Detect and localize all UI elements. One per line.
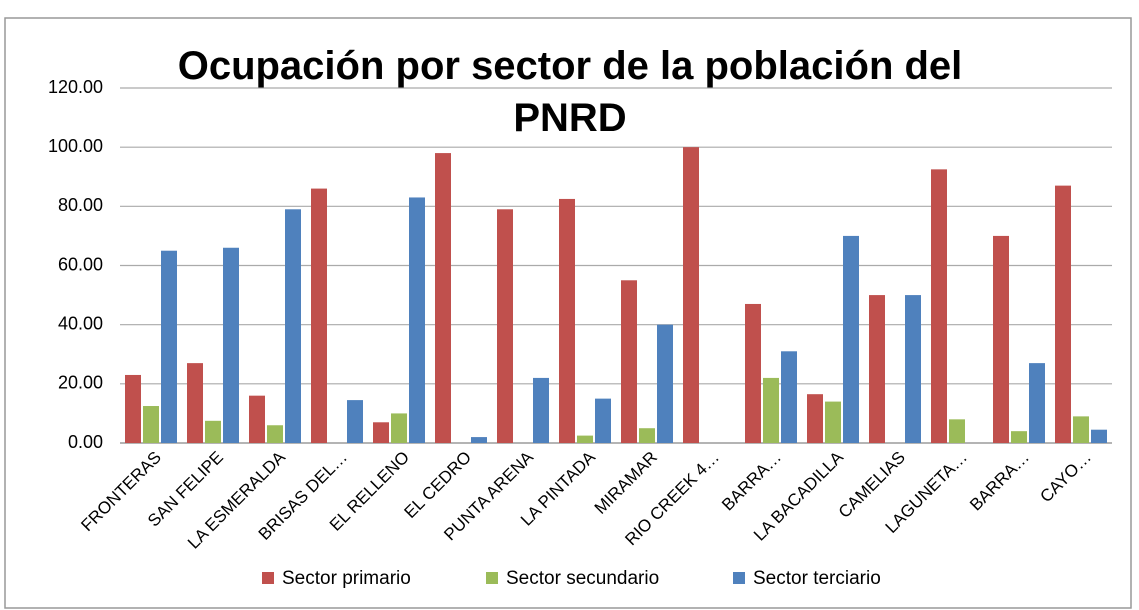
legend-label: Sector terciario: [753, 568, 881, 589]
bar: [347, 400, 363, 443]
bar: [949, 419, 965, 443]
bar: [533, 377, 549, 443]
bar: [931, 169, 947, 443]
y-tick-label: 20.00: [58, 373, 103, 393]
legend-label: Sector secundario: [506, 568, 659, 589]
bar: [763, 377, 779, 443]
bar: [745, 303, 761, 443]
bar: [249, 395, 265, 443]
bar: [905, 295, 921, 443]
bar: [267, 425, 283, 443]
bar: [639, 428, 655, 443]
y-tick-label: 40.00: [58, 313, 103, 333]
bar: [435, 153, 451, 444]
legend-swatch: [262, 572, 274, 584]
bar: [391, 413, 407, 443]
bar: [993, 235, 1009, 443]
chart-title: Ocupación por sector de la población del…: [177, 44, 963, 140]
bar: [373, 422, 389, 443]
bar: [205, 420, 221, 443]
bar: [807, 394, 823, 443]
bar: [143, 406, 159, 443]
y-tick-label: 0.00: [68, 432, 103, 452]
bar: [125, 374, 141, 443]
x-tick-label: BARRA…: [966, 448, 1033, 515]
bar: [161, 250, 177, 443]
bar: [781, 351, 797, 443]
bar: [657, 324, 673, 443]
legend-swatch: [733, 572, 745, 584]
bar: [683, 147, 699, 443]
y-tick-label: 100.00: [48, 136, 103, 156]
bar: [409, 197, 425, 443]
bar: [825, 401, 841, 443]
bar: [843, 235, 859, 443]
y-tick-label: 60.00: [58, 254, 103, 274]
bar: [497, 209, 513, 443]
bar: [311, 188, 327, 443]
bar: [1073, 416, 1089, 443]
bar: [621, 280, 637, 443]
bar: [577, 435, 593, 443]
bar: [559, 198, 575, 443]
legend-label: Sector primario: [282, 568, 411, 589]
chart-frame: [4, 17, 1132, 609]
bar: [285, 209, 301, 443]
legend-swatch: [486, 572, 498, 584]
bar: [1029, 363, 1045, 443]
bar: [223, 247, 239, 443]
bar: [869, 295, 885, 443]
bar: [471, 437, 487, 443]
bar: [1055, 185, 1071, 443]
x-tick-label: CAYO…: [1036, 448, 1095, 507]
bar: [1011, 431, 1027, 443]
y-tick-label: 120.00: [48, 77, 103, 97]
bar: [187, 363, 203, 443]
y-tick-label: 80.00: [58, 195, 103, 215]
x-tick-label: BARRA…: [718, 448, 785, 515]
bar: [595, 398, 611, 443]
bar: [1091, 429, 1107, 443]
